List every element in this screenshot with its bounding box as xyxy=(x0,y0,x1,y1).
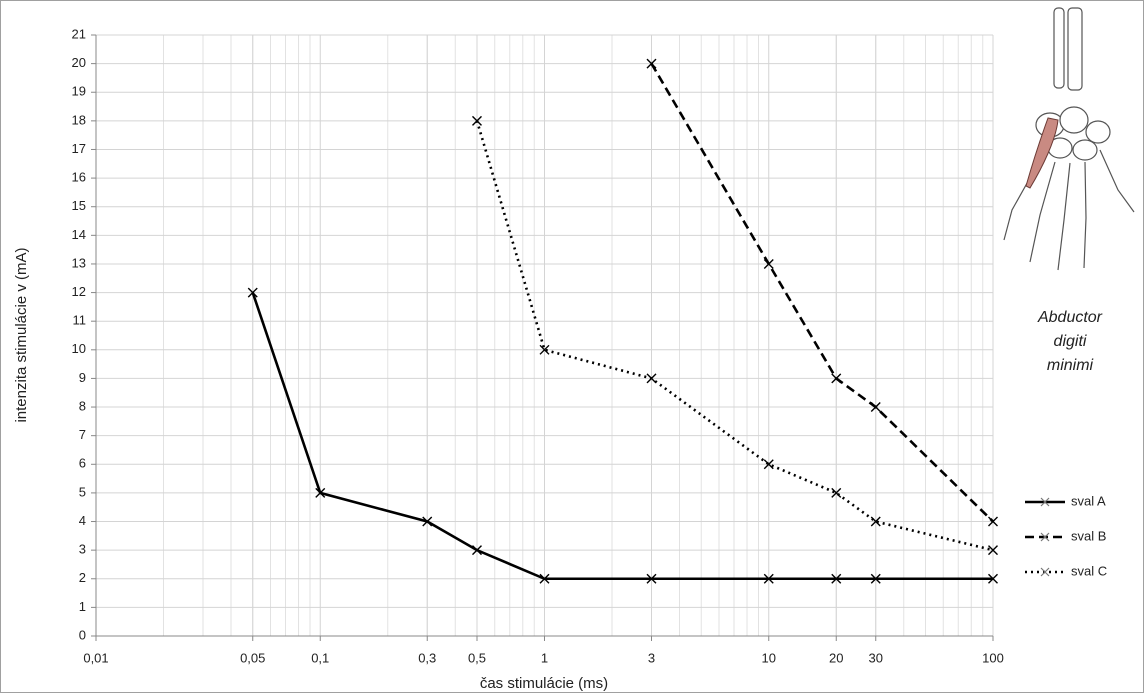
x-tick-label: 3 xyxy=(648,650,655,665)
marker xyxy=(247,287,258,298)
x-tick-label: 10 xyxy=(762,650,776,665)
marker xyxy=(831,487,842,498)
y-tick-label: 16 xyxy=(72,170,86,185)
x-tick-label: 0,05 xyxy=(240,650,265,665)
annotation: digiti xyxy=(1054,333,1087,350)
x-tick-label: 1 xyxy=(541,650,548,665)
marker xyxy=(539,573,550,584)
x-tick-label: 0,5 xyxy=(468,650,486,665)
y-tick-label: 18 xyxy=(72,112,86,127)
legend-label: sval C xyxy=(1071,563,1107,578)
marker xyxy=(870,573,881,584)
hand-illustration xyxy=(1003,7,1135,271)
marker xyxy=(988,573,998,584)
y-tick-label: 19 xyxy=(72,84,86,99)
y-axis-title: intenzita stimulácie v (mA) xyxy=(13,247,30,422)
x-tick-label: 0,01 xyxy=(83,650,108,665)
marker xyxy=(870,516,881,527)
marker xyxy=(646,373,657,384)
x-tick-label: 30 xyxy=(869,650,883,665)
marker xyxy=(646,58,657,69)
y-tick-label: 8 xyxy=(79,398,86,413)
x-axis-title: čas stimulácie (ms) xyxy=(480,675,608,692)
y-tick-label: 14 xyxy=(72,227,86,242)
y-tick-label: 4 xyxy=(79,513,86,528)
y-tick-label: 3 xyxy=(79,542,86,557)
y-tick-label: 21 xyxy=(72,26,86,41)
marker xyxy=(763,258,774,269)
y-tick-label: 13 xyxy=(72,255,86,270)
y-tick-label: 20 xyxy=(72,55,86,70)
legend-marker xyxy=(1040,497,1050,507)
x-tick-label: 0,3 xyxy=(418,650,436,665)
series-line xyxy=(251,292,993,581)
marker xyxy=(831,373,842,384)
marker xyxy=(471,545,482,556)
marker xyxy=(763,573,774,584)
marker xyxy=(988,516,998,527)
marker xyxy=(763,459,774,470)
y-tick-label: 9 xyxy=(79,370,86,385)
y-tick-label: 0 xyxy=(79,627,86,642)
marker xyxy=(422,516,433,527)
marker xyxy=(988,545,998,556)
marker xyxy=(646,573,657,584)
annotation: Abductor xyxy=(1037,309,1103,326)
annotation: minimi xyxy=(1047,357,1094,374)
y-tick-label: 11 xyxy=(73,313,87,328)
marker xyxy=(471,115,482,126)
x-tick-label: 0,1 xyxy=(311,650,329,665)
marker xyxy=(831,573,842,584)
x-tick-label: 20 xyxy=(829,650,843,665)
marker xyxy=(315,487,326,498)
marker xyxy=(870,402,881,413)
y-tick-label: 6 xyxy=(79,456,86,471)
y-tick-label: 17 xyxy=(72,141,86,156)
y-tick-label: 12 xyxy=(72,284,86,299)
legend-label: sval B xyxy=(1071,528,1106,543)
x-tick-label: 100 xyxy=(982,650,1004,665)
y-tick-label: 15 xyxy=(72,198,86,213)
y-tick-label: 2 xyxy=(79,570,86,585)
y-tick-label: 5 xyxy=(79,484,86,499)
y-tick-label: 10 xyxy=(72,341,86,356)
legend-label: sval A xyxy=(1071,493,1106,508)
y-tick-label: 7 xyxy=(79,427,86,442)
legend-marker xyxy=(1040,532,1050,542)
marker xyxy=(539,344,550,355)
y-tick-label: 1 xyxy=(79,599,86,614)
legend-marker xyxy=(1040,567,1050,577)
